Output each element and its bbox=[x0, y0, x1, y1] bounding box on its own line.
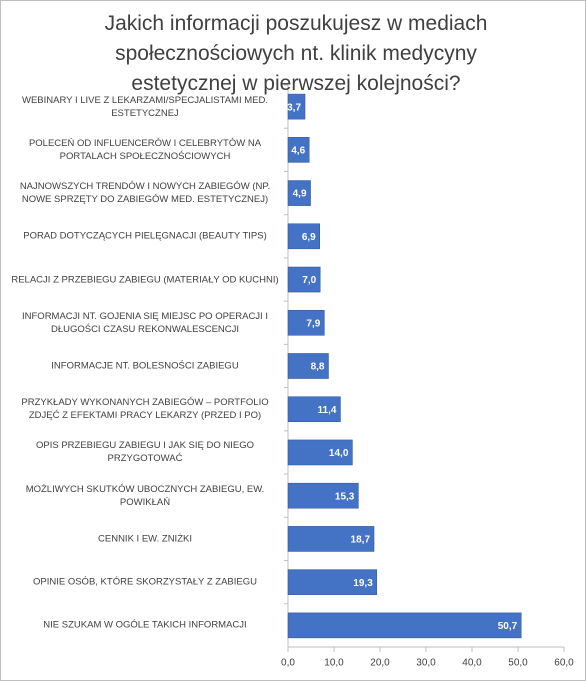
bar bbox=[287, 93, 306, 120]
data-label: 6,9 bbox=[302, 232, 316, 243]
data-label: 14,0 bbox=[329, 448, 349, 459]
data-label: 7,9 bbox=[306, 318, 320, 329]
x-tick-label: 50,0 bbox=[508, 658, 528, 669]
y-tick-label: PORAD DOTYCZĄCYCH PIELĘGNACJI (BEAUTY TI… bbox=[23, 230, 267, 242]
bar bbox=[287, 612, 522, 639]
data-label: 3,7 bbox=[287, 102, 301, 113]
bar bbox=[287, 223, 320, 250]
data-label: 4,9 bbox=[293, 189, 307, 200]
y-tick-label: CENNIK I EW. ZNIŻKI bbox=[98, 533, 192, 545]
bar bbox=[287, 396, 341, 423]
bar bbox=[287, 482, 359, 509]
data-label: 8,8 bbox=[311, 362, 325, 373]
data-label: 11,4 bbox=[318, 405, 337, 416]
y-tick-label: RELACJI Z PRZEBIEGU ZABIEGU (MATERIAŁY O… bbox=[11, 274, 279, 286]
bar bbox=[287, 569, 378, 595]
x-tick-label: 60,0 bbox=[554, 658, 574, 669]
data-label: 19,3 bbox=[353, 578, 373, 589]
y-tick-label: OPINIE OSÓB, KTÓRE SKORZYSTAŁY Z ZABIEGU bbox=[32, 576, 257, 588]
y-tick-label: POLECEŃ OD INFLUENCERÓW I CELEBRYTÓW NA … bbox=[28, 137, 262, 162]
y-tick-label: NAJNOWSZYCH TRENDÓW I NOWYCH ZABIEGÓW (N… bbox=[19, 181, 271, 206]
data-label: 50,7 bbox=[498, 621, 518, 632]
chart-title: Jakich informacji poszukujesz w mediach … bbox=[104, 12, 488, 95]
x-tick-label: 0,0 bbox=[281, 658, 295, 669]
data-label: 18,7 bbox=[351, 535, 371, 546]
data-label: 7,0 bbox=[302, 275, 316, 286]
y-tick-label: INFORMACJI NT. GOJENIA SIĘ MIEJSC PO OPE… bbox=[22, 310, 268, 335]
x-tick-label: 20,0 bbox=[370, 658, 390, 669]
bar bbox=[287, 309, 325, 336]
bar bbox=[287, 137, 310, 163]
y-tick-label: MOŻLIWYCH SKUTKÓW UBOCZNYCH ZABIEGU, EW.… bbox=[25, 483, 265, 508]
data-label: 4,6 bbox=[291, 145, 305, 156]
x-tick-label: 30,0 bbox=[416, 658, 436, 669]
bar bbox=[287, 353, 329, 379]
y-tick-label: OPIS PRZEBIEGU ZABIEGU I JAK SIĘ DO NIEG… bbox=[35, 440, 255, 465]
bar bbox=[287, 526, 375, 552]
bar bbox=[287, 266, 321, 293]
bar bbox=[287, 439, 353, 466]
x-tick-label: 40,0 bbox=[462, 658, 482, 669]
y-tick-label: NIE SZUKAM W OGÓLE TAKICH INFORMACJI bbox=[43, 619, 247, 631]
data-label: 15,3 bbox=[335, 491, 355, 502]
y-tick-label: WEBINARY I LIVE Z LEKARZAMI/SPECJALISTAM… bbox=[21, 94, 268, 119]
y-tick-label: PRZYKŁADY WYKONANYCH ZABIEGÓW – PORTFOLI… bbox=[21, 397, 269, 422]
y-tick-label: INFORMACJE NT. BOLESNOŚCI ZABIEGU bbox=[51, 360, 239, 372]
bar bbox=[287, 180, 311, 206]
x-tick-label: 10,0 bbox=[324, 658, 344, 669]
